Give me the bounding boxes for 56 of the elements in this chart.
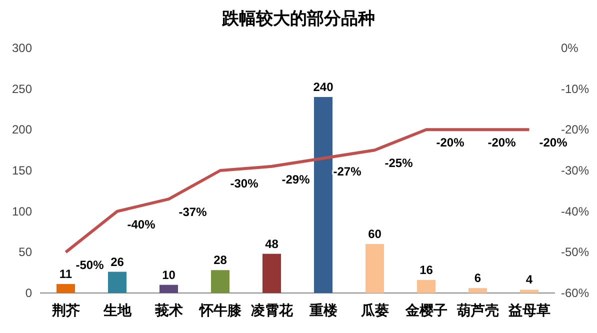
y2-tick-label: -30% — [561, 164, 590, 178]
x-tick-label: 葫芦壳 — [456, 302, 499, 318]
data-label: 240 — [313, 80, 334, 94]
chart-title: 跌幅较大的部分品种 — [221, 9, 375, 28]
data-label: 60 — [368, 227, 382, 241]
y2-tick-label: -10% — [561, 82, 590, 96]
data-label: -30% — [230, 176, 259, 190]
y-tick-label: 200 — [12, 122, 32, 137]
y2-tick-label: -20% — [561, 122, 590, 137]
data-label: 26 — [110, 254, 124, 269]
data-label: -27% — [333, 164, 362, 178]
y-tick-label: 150 — [12, 164, 32, 178]
data-label: -25% — [384, 156, 414, 170]
x-tick-label: 荆芥 — [50, 302, 80, 318]
bar — [365, 244, 384, 293]
bar — [108, 272, 127, 293]
y-tick-label: 50 — [18, 245, 32, 260]
x-tick-label: 生地 — [102, 302, 132, 318]
y-tick-label: 100 — [12, 204, 32, 218]
y-tick-label: 0 — [25, 286, 32, 300]
data-label: 48 — [265, 236, 279, 251]
bar — [56, 284, 76, 293]
data-label: -20% — [539, 136, 568, 150]
data-label: -20% — [436, 136, 465, 150]
bar — [468, 288, 488, 293]
y2-tick-label: -60% — [561, 286, 590, 300]
bar — [520, 290, 539, 293]
x-tick-label: 重楼 — [308, 302, 338, 318]
y-tick-label: 250 — [12, 82, 32, 96]
data-label: -20% — [488, 136, 516, 150]
x-tick-label: 凌霄花 — [250, 302, 294, 318]
x-tick-label: 益母草 — [507, 302, 550, 318]
data-label: 10 — [162, 268, 176, 282]
x-tick-label: 莪术 — [154, 302, 183, 318]
y2-tick-label: -50% — [561, 245, 590, 260]
data-label: -40% — [127, 217, 156, 232]
data-label: -29% — [282, 172, 310, 186]
bar — [314, 97, 333, 293]
bar — [416, 280, 436, 293]
x-tick-label: 怀牛膝 — [198, 302, 242, 318]
x-tick-label: 金樱子 — [404, 302, 448, 318]
y2-tick-label: -40% — [561, 204, 590, 218]
data-label: -50% — [76, 258, 104, 272]
data-label: -37% — [178, 205, 208, 220]
data-label: 16 — [420, 262, 434, 277]
line-series — [64, 128, 531, 254]
data-label: 4 — [526, 272, 533, 287]
data-label: 11 — [59, 267, 72, 282]
data-label: 6 — [474, 271, 482, 286]
y2-tick-label: 0% — [561, 41, 579, 55]
y-tick-label: 300 — [12, 41, 32, 55]
bar — [210, 270, 230, 293]
bar — [159, 284, 178, 293]
data-label: 28 — [214, 253, 228, 268]
x-tick-label: 瓜蒌 — [360, 302, 389, 318]
bar — [262, 254, 282, 293]
